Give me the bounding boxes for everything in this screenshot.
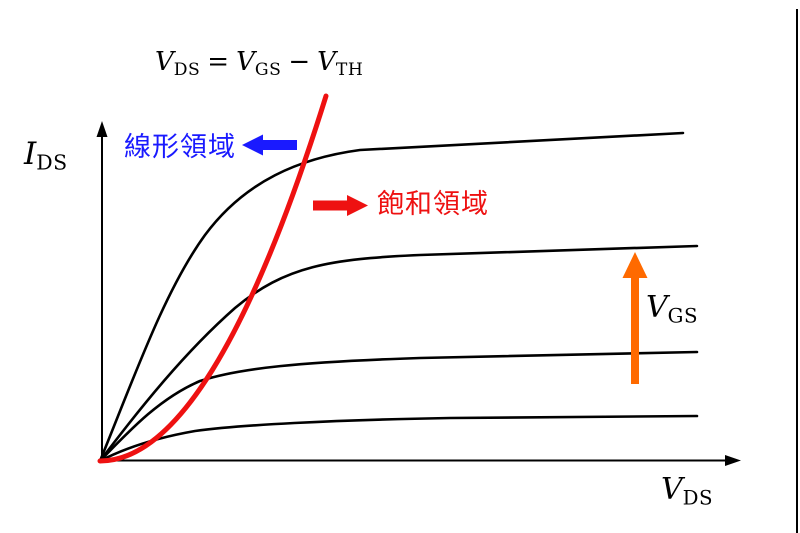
ids-curve-vgs-lowest: [98, 414, 699, 463]
x-axis-label: VDS: [661, 475, 713, 508]
y-axis-arrowhead-icon: [96, 121, 108, 137]
saturation-region-right-arrow-icon: [313, 195, 368, 216]
equation-equals: =: [207, 47, 230, 77]
saturation-boundary-parabola: [97, 93, 329, 464]
equation-sub1: DS: [173, 59, 201, 80]
y-axis-symbol: I: [24, 136, 37, 172]
ids-curve-vgs-3: [98, 244, 699, 463]
x-axis-arrowhead-icon: [725, 455, 741, 466]
linear-region-left-arrow-icon: [242, 134, 297, 156]
vgs-arrow-label: VGS: [646, 293, 698, 326]
vgs-increase-up-arrow-icon: [622, 252, 648, 384]
vgs-subscript: GS: [667, 304, 699, 328]
equation-sub3: TH: [335, 59, 364, 80]
y-axis-label: IDS: [24, 139, 68, 173]
linear-region-label: 線形領域: [124, 132, 236, 162]
x-axis-symbol: V: [661, 472, 683, 507]
x-axis-subscript: DS: [682, 486, 714, 510]
y-axis-subscript: DS: [36, 150, 68, 175]
equation-minus: −: [288, 47, 311, 77]
ids-curve-vgs-highest: [98, 131, 685, 463]
vgs-symbol: V: [646, 290, 668, 325]
equation-v2: V: [236, 47, 255, 77]
boundary-equation-label: VDS = VGS − VTH: [155, 49, 363, 79]
equation-v1: V: [155, 47, 174, 77]
equation-sub2: GS: [254, 59, 282, 80]
saturation-region-label: 飽和領域: [377, 189, 489, 219]
equation-v3: V: [317, 47, 336, 77]
